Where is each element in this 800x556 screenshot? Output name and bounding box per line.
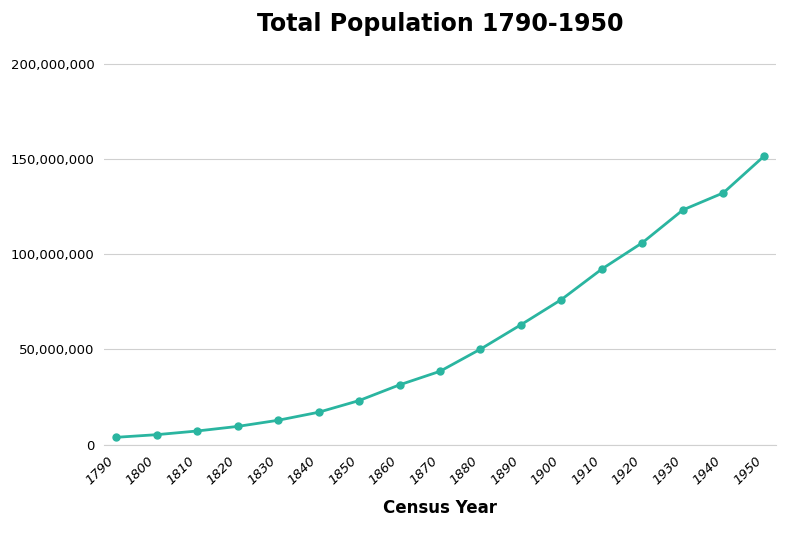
- Title: Total Population 1790-1950: Total Population 1790-1950: [257, 12, 623, 36]
- X-axis label: Census Year: Census Year: [383, 499, 497, 517]
